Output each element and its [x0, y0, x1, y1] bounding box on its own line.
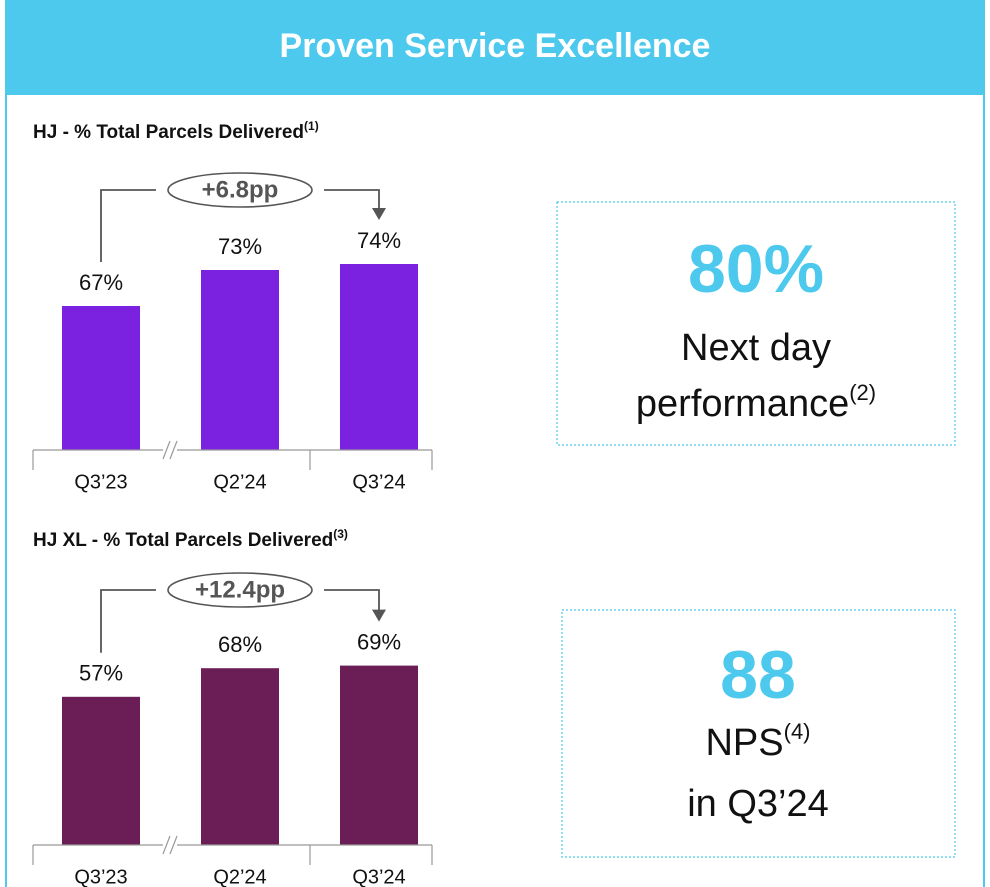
kpi-label: NPS(4) [705, 719, 810, 764]
axis-break-gap [163, 839, 177, 851]
chart-title-note: (3) [333, 527, 348, 541]
axis-break [169, 440, 178, 460]
bar [201, 668, 279, 845]
header-title: Proven Service Excellence [280, 27, 711, 65]
chart-title: HJ XL - % Total Parcels Delivered(3) [33, 527, 348, 551]
kpi-label-note: (2) [849, 380, 876, 405]
x-tick-label: Q2’24 [213, 471, 266, 493]
kpi-label-note: (4) [784, 719, 811, 744]
bar [201, 270, 279, 450]
axis-break [169, 835, 178, 855]
bar [62, 696, 140, 845]
chart-title-text: HJ - % Total Parcels Delivered [33, 122, 304, 143]
kpi-label-text: Next day [681, 327, 831, 369]
bar [340, 665, 418, 845]
kpi-label-text: NPS [705, 722, 783, 764]
axis-break [162, 835, 171, 855]
connector [324, 589, 380, 612]
data-label: 68% [218, 632, 262, 657]
data-label: 57% [79, 661, 123, 686]
data-label: 73% [218, 234, 262, 259]
chart-title: HJ - % Total Parcels Delivered(1) [33, 119, 319, 143]
x-tick-label: Q3’24 [352, 866, 405, 887]
connector [100, 589, 156, 653]
bar [340, 264, 418, 450]
axis-break-gap [163, 444, 177, 456]
annotation-bubble [167, 172, 313, 208]
data-label: 69% [357, 629, 401, 654]
x-tick-label: Q3’24 [352, 471, 405, 493]
x-tick-label: Q3’23 [74, 866, 127, 887]
bar [62, 306, 140, 450]
connector [324, 189, 380, 210]
kpi-box [556, 201, 956, 446]
annotation: +6.8pp [202, 176, 279, 203]
kpi-label: in Q3’24 [687, 783, 829, 825]
kpi-label: Next day [681, 327, 831, 369]
arrowhead [372, 208, 386, 220]
axis-break [162, 440, 171, 460]
data-label: 67% [79, 270, 123, 295]
data-label: 74% [357, 228, 401, 253]
x-tick-label: Q2’24 [213, 866, 266, 887]
kpi-box [561, 609, 956, 858]
kpi-value: 80% [688, 231, 824, 307]
chart-title-note: (1) [304, 119, 319, 133]
connector [100, 189, 156, 262]
kpi-label-text: performance [636, 383, 849, 425]
annotation-bubble [167, 572, 313, 608]
header-band [6, 0, 984, 95]
kpi-value: 88 [720, 637, 796, 713]
annotation: +12.4pp [195, 576, 285, 603]
kpi-label-text: in Q3’24 [687, 783, 829, 825]
kpi-label: performance(2) [636, 380, 876, 425]
x-tick-label: Q3’23 [74, 471, 127, 493]
chart-title-text: HJ XL - % Total Parcels Delivered [33, 530, 333, 551]
frame [5, 0, 985, 887]
arrowhead [372, 609, 386, 622]
